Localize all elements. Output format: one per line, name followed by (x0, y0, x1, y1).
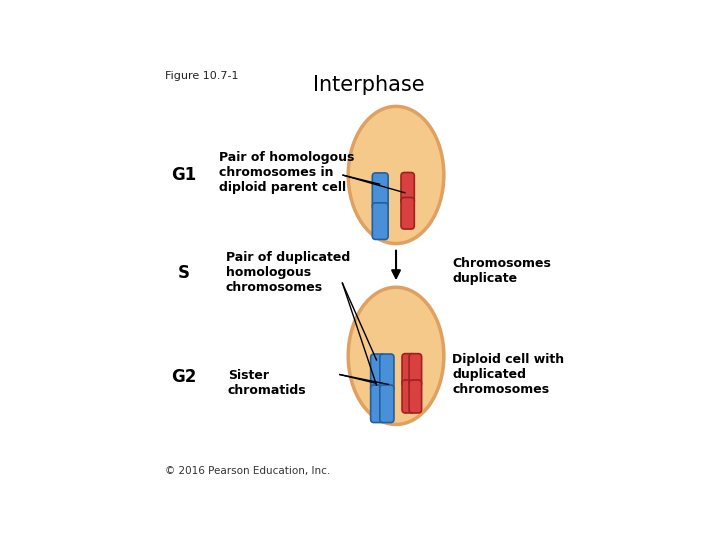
FancyBboxPatch shape (371, 354, 384, 392)
Text: G1: G1 (171, 166, 197, 184)
Ellipse shape (348, 106, 444, 244)
Text: Pair of homologous
chromosomes in
diploid parent cell: Pair of homologous chromosomes in diploi… (220, 151, 355, 194)
Text: Diploid cell with
duplicated
chromosomes: Diploid cell with duplicated chromosomes (452, 353, 564, 396)
FancyBboxPatch shape (409, 354, 422, 387)
Text: © 2016 Pearson Education, Inc.: © 2016 Pearson Education, Inc. (166, 465, 330, 476)
Text: Interphase: Interphase (313, 75, 425, 95)
Text: G2: G2 (171, 368, 197, 386)
FancyBboxPatch shape (380, 354, 394, 392)
FancyBboxPatch shape (380, 385, 394, 423)
FancyBboxPatch shape (372, 203, 388, 239)
FancyBboxPatch shape (371, 385, 384, 423)
Text: Figure 10.7-1: Figure 10.7-1 (166, 71, 239, 81)
Text: S: S (178, 264, 190, 282)
FancyBboxPatch shape (372, 173, 388, 210)
FancyBboxPatch shape (402, 354, 415, 387)
Text: Pair of duplicated
homologous
chromosomes: Pair of duplicated homologous chromosome… (225, 251, 350, 294)
FancyBboxPatch shape (401, 172, 414, 204)
FancyBboxPatch shape (409, 380, 422, 413)
Text: Sister
chromatids: Sister chromatids (228, 369, 306, 397)
FancyBboxPatch shape (402, 380, 415, 413)
Text: Chromosomes
duplicate: Chromosomes duplicate (452, 256, 551, 285)
Ellipse shape (348, 287, 444, 424)
FancyBboxPatch shape (401, 198, 414, 229)
